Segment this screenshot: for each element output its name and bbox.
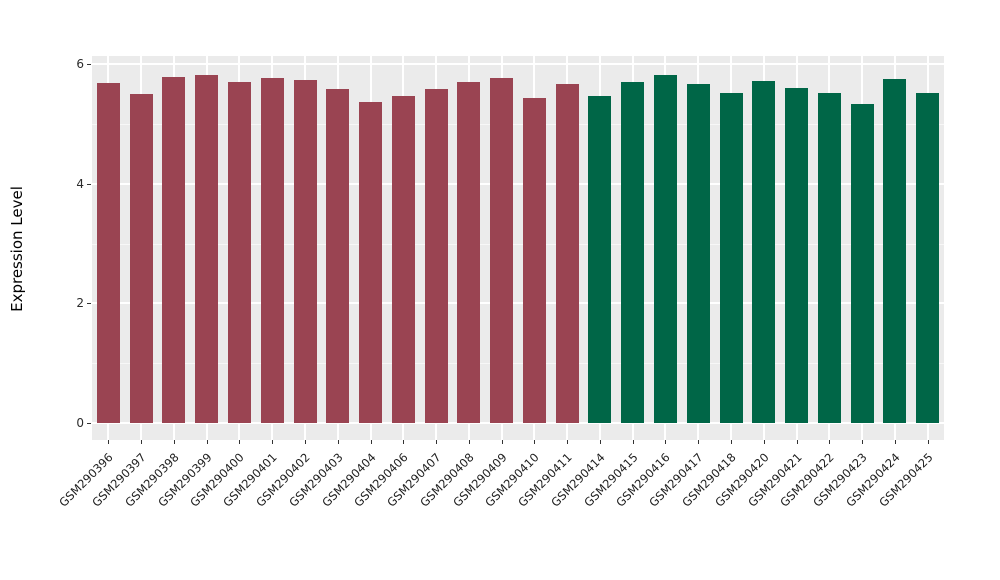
x-tick-mark bbox=[173, 440, 175, 444]
bar-GSM290415 bbox=[621, 81, 645, 423]
bar-GSM290410 bbox=[522, 98, 546, 423]
bar-GSM290406 bbox=[391, 96, 415, 423]
x-tick-mark bbox=[337, 440, 339, 444]
bar-GSM290420 bbox=[752, 80, 776, 423]
bar-GSM290414 bbox=[588, 95, 612, 423]
gridline-major bbox=[92, 422, 944, 424]
y-tick-mark bbox=[87, 423, 91, 424]
x-tick-mark bbox=[894, 440, 896, 444]
x-tick-mark bbox=[796, 440, 798, 444]
x-tick-mark bbox=[731, 440, 732, 444]
gridline-major bbox=[92, 182, 944, 185]
x-tick-mark bbox=[862, 440, 864, 444]
bar-GSM290416 bbox=[653, 74, 677, 423]
y-tick-label: 4 bbox=[76, 176, 84, 191]
x-tick-mark bbox=[829, 440, 831, 444]
x-tick-mark bbox=[599, 440, 601, 444]
x-tick-mark bbox=[305, 440, 306, 444]
x-tick-mark bbox=[665, 440, 667, 444]
x-tick-mark bbox=[927, 440, 929, 444]
x-tick-mark bbox=[567, 440, 569, 444]
bar-GSM290423 bbox=[850, 103, 874, 423]
bar-GSM290422 bbox=[817, 92, 841, 423]
x-tick-mark bbox=[534, 440, 536, 444]
x-tick-mark bbox=[272, 440, 274, 444]
bar-GSM290402 bbox=[293, 79, 317, 423]
y-tick-mark bbox=[87, 64, 91, 66]
gridline-minor bbox=[92, 363, 944, 365]
bar-GSM290409 bbox=[490, 78, 514, 423]
x-tick-mark bbox=[468, 440, 470, 444]
gridline-minor bbox=[92, 243, 944, 245]
bar-GSM290408 bbox=[457, 81, 481, 423]
bar-GSM290424 bbox=[883, 78, 907, 423]
x-tick-mark bbox=[501, 440, 503, 444]
x-tick-mark bbox=[698, 440, 700, 444]
bar-GSM290399 bbox=[195, 75, 219, 423]
y-axis-title-text: Expression Level bbox=[8, 186, 26, 312]
bar-GSM290401 bbox=[260, 78, 284, 423]
gridline-major bbox=[92, 302, 944, 305]
bar-GSM290397 bbox=[129, 93, 153, 423]
x-tick-mark bbox=[370, 440, 372, 444]
y-tick-label: 0 bbox=[76, 416, 84, 430]
bar-GSM290407 bbox=[424, 89, 448, 423]
bar-GSM290396 bbox=[96, 83, 120, 423]
bar-GSM290418 bbox=[719, 93, 743, 423]
bar-GSM290425 bbox=[916, 92, 940, 423]
y-tick-label: 2 bbox=[76, 296, 84, 311]
x-tick-mark bbox=[239, 440, 241, 444]
gridline-major bbox=[92, 63, 944, 66]
x-tick-mark bbox=[763, 440, 765, 444]
x-tick-mark bbox=[403, 440, 405, 444]
x-tick-mark bbox=[108, 440, 110, 444]
bar-GSM290403 bbox=[326, 89, 350, 423]
bar-GSM290421 bbox=[785, 87, 809, 423]
x-tick-mark bbox=[632, 440, 634, 444]
y-tick-mark bbox=[87, 183, 91, 185]
bar-GSM290398 bbox=[162, 76, 186, 423]
x-tick-mark bbox=[206, 440, 208, 444]
y-tick-label: 6 bbox=[76, 57, 84, 72]
bar-GSM290417 bbox=[686, 83, 710, 423]
bar-GSM290404 bbox=[359, 102, 383, 423]
gridline-minor bbox=[92, 123, 944, 125]
bar-GSM290400 bbox=[227, 81, 251, 423]
x-tick-mark bbox=[436, 440, 438, 444]
y-tick-mark bbox=[87, 303, 91, 305]
x-tick-mark bbox=[141, 440, 143, 444]
bar-GSM290411 bbox=[555, 84, 579, 423]
plot-panel bbox=[92, 56, 944, 440]
